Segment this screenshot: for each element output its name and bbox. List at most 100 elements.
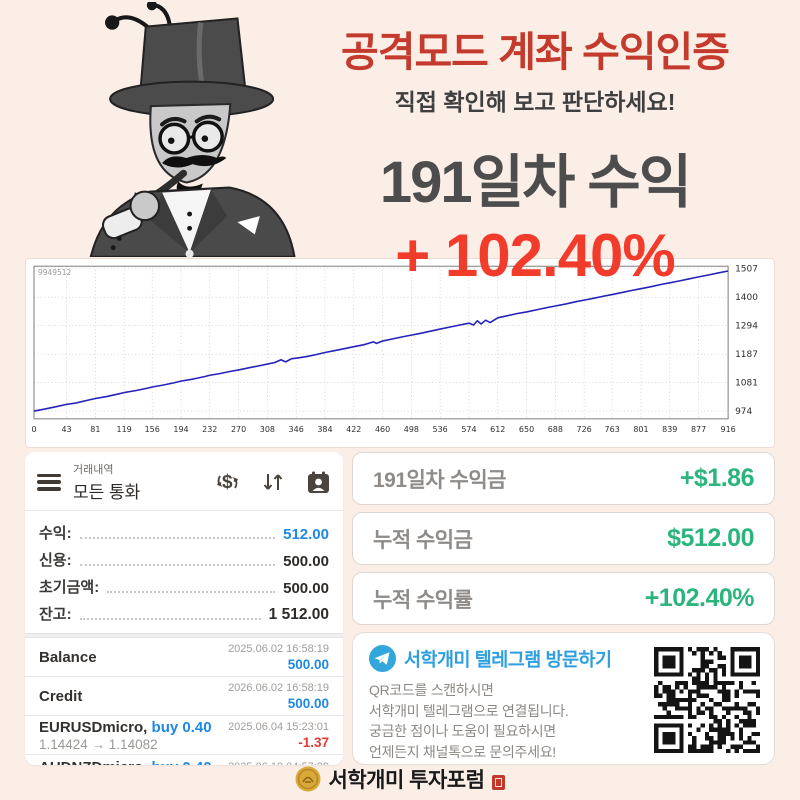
top-hat: [109, 17, 275, 118]
coin-icon: [295, 766, 321, 792]
summary-label: 초기금액:: [39, 579, 100, 596]
history-row-value: 500.00: [287, 657, 329, 672]
hero-text-block: 공격모드 계좌 수익인증 직접 확인해 보고 판단하세요! 191일차 수익 +…: [292, 29, 778, 290]
stat-value: +102.40%: [644, 584, 755, 612]
history-row-audnzd[interactable]: AUDNZDmicro, buy 0.40 1.07677 → 1.08083 …: [25, 755, 343, 766]
balance-chart: 974 1081 1187 1294 1400 1507 0 43 81 119 156 194 232…: [31, 265, 758, 434]
svg-text:877: 877: [691, 425, 706, 434]
svg-text:726: 726: [577, 425, 592, 434]
headline: 191일차 수익: [379, 150, 692, 216]
history-row-eurusd[interactable]: EURUSDmicro, buy 0.40 1.14424 → 1.14082 …: [25, 716, 343, 755]
svg-text:9949512: 9949512: [38, 268, 71, 277]
currency-exchange-icon[interactable]: $: [215, 470, 240, 494]
order-side: buy 0.40: [151, 719, 212, 736]
stat-value: $512.00: [667, 524, 754, 552]
svg-text:270: 270: [231, 425, 246, 434]
history-calendar-icon[interactable]: [306, 470, 331, 494]
balance-chart-panel: 974 1081 1187 1294 1400 1507 0 43 81 119 156 194 232…: [25, 258, 775, 448]
svg-text:1187: 1187: [735, 350, 758, 360]
svg-text:0: 0: [31, 425, 36, 434]
svg-text:460: 460: [375, 425, 390, 434]
page-subtitle: 직접 확인해 보고 판단하세요!: [394, 89, 676, 116]
headline-percent: + 102.40%: [395, 222, 676, 290]
svg-text:612: 612: [490, 425, 505, 434]
svg-text:156: 156: [145, 425, 160, 434]
svg-text:1294: 1294: [735, 322, 758, 332]
svg-text:498: 498: [404, 425, 419, 434]
history-row-title: AUDNZDmicro, buy 0.40: [39, 759, 212, 766]
telegram-link[interactable]: 서학개미 텔레그램 방문하기: [369, 645, 646, 672]
history-row-value: 500.00: [287, 696, 329, 711]
svg-text:384: 384: [317, 425, 332, 434]
trade-title-small: 거래내역: [73, 464, 114, 476]
sort-icon[interactable]: [262, 470, 284, 494]
telegram-line: 궁금한 점이나 도움이 필요하시면: [369, 723, 556, 739]
pocket-square: [237, 216, 260, 235]
svg-text:574: 574: [461, 425, 476, 434]
mustache: [159, 154, 227, 168]
telegram-title: 서학개미 텔레그램 방문하기: [404, 648, 612, 670]
hamburger-menu-icon[interactable]: [37, 473, 61, 491]
svg-text:119: 119: [117, 425, 132, 434]
summary-value: 500.00: [283, 580, 329, 597]
svg-text:81: 81: [90, 425, 100, 434]
summary-label: 신용:: [39, 552, 72, 569]
telegram-line: QR코드를 스캔하시면: [369, 682, 494, 698]
glasses-icon: [158, 120, 224, 155]
order-side: buy 0.40: [152, 759, 212, 766]
telegram-description: QR코드를 스캔하시면 서학개미 텔레그램으로 연결됩니다. 궁금한 점이나 도…: [369, 680, 646, 762]
stat-label: 누적 수익금: [373, 528, 473, 552]
svg-text:801: 801: [633, 425, 648, 434]
summary-value: 512.00: [283, 526, 329, 543]
history-row-value: -1.37: [298, 735, 329, 750]
history-row-title: Credit: [39, 688, 83, 705]
svg-text:$: $: [222, 472, 233, 493]
svg-text:763: 763: [605, 425, 620, 434]
svg-text:422: 422: [346, 425, 361, 434]
svg-text:1507: 1507: [735, 265, 758, 275]
mascot-illustration: [89, 2, 296, 257]
svg-text:839: 839: [662, 425, 677, 434]
stat-value: +$1.86: [679, 464, 755, 492]
history-row-balance[interactable]: Balance 2025.06.02 16:58:19 500.00: [25, 638, 343, 677]
summary-value: 500.00: [283, 553, 329, 570]
svg-text:308: 308: [260, 425, 275, 434]
stat-label: 191일차 수익금: [373, 468, 506, 492]
svg-text:1081: 1081: [735, 378, 758, 388]
footer-brand: 서학개미 투자포럼: [0, 764, 800, 794]
trade-history-panel: 거래내역 모든 통화 $: [25, 452, 343, 765]
history-row-date: 2025.06.02 16:58:19: [228, 643, 329, 655]
history-row-credit[interactable]: Credit 2026.06.02 16:58:19 500.00: [25, 677, 343, 716]
page-title: 공격모드 계좌 수익인증: [341, 29, 730, 75]
svg-text:43: 43: [61, 425, 71, 434]
hand-and-cuff: [101, 190, 161, 251]
history-row-date: 2025.06.19 04:57:29: [228, 761, 329, 766]
history-row-range: 1.14424 → 1.14082: [39, 737, 158, 752]
brand-name: 서학개미 투자포럼: [328, 769, 485, 792]
svg-text:1400: 1400: [735, 293, 758, 303]
svg-text:650: 650: [519, 425, 534, 434]
summary-label: 수익:: [39, 525, 72, 542]
svg-text:974: 974: [735, 407, 752, 417]
qr-code: [654, 646, 760, 753]
stat-card-daily-profit: 191일차 수익금 +$1.86: [352, 452, 775, 505]
telegram-line: 서학개미 텔레그램으로 연결됩니다.: [369, 702, 569, 719]
summary-row-balance: 잔고: 1 512.00: [39, 600, 329, 627]
summary-row-profit: 수익: 512.00: [39, 519, 329, 546]
history-row-date: 2026.06.02 16:58:19: [228, 682, 329, 694]
history-row-date: 2025.06.04 15:23:01: [228, 721, 329, 733]
telegram-promo-card: 서학개미 텔레그램 방문하기 QR코드를 스캔하시면 서학개미 텔레그램으로 연…: [352, 632, 775, 765]
stat-card-total-return: 누적 수익률 +102.40%: [352, 572, 775, 625]
history-row-title: Balance: [39, 649, 97, 666]
summary-row-credit: 신용: 500.00: [39, 546, 329, 573]
summary-row-deposit: 초기금액: 500.00: [39, 573, 329, 600]
summary-label: 잔고:: [39, 606, 72, 623]
svg-text:346: 346: [289, 425, 304, 434]
summary-value: 1 512.00: [268, 606, 329, 623]
svg-text:194: 194: [173, 425, 188, 434]
trade-title-currency-filter: 모든 통화: [73, 483, 141, 502]
trade-titles: 거래내역 모든 통화: [73, 461, 215, 503]
trade-header: 거래내역 모든 통화 $: [25, 452, 343, 510]
svg-text:536: 536: [433, 425, 448, 434]
